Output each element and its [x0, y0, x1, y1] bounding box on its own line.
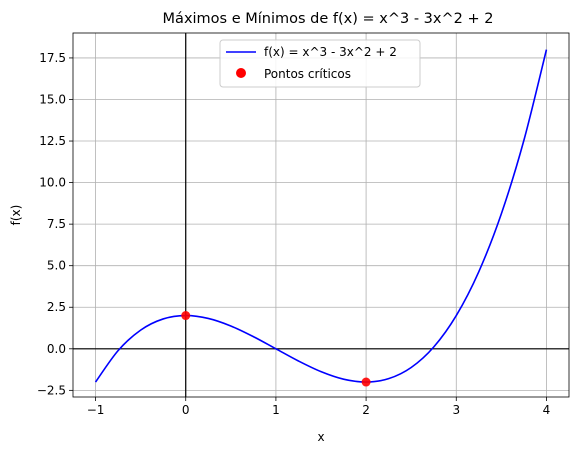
x-tick-label: 3 [452, 403, 460, 417]
legend-label-critical-points: Pontos críticos [264, 67, 351, 81]
y-tick-label: 12.5 [39, 134, 66, 148]
critical-point [181, 311, 191, 321]
y-tick-label: 5.0 [47, 259, 66, 273]
x-axis: −1 0 1 2 3 4 [87, 397, 551, 417]
grid [73, 33, 569, 397]
legend-marker-swatch [236, 68, 246, 78]
x-axis-label: x [317, 430, 324, 444]
y-tick-label: −2.5 [37, 383, 66, 397]
plot-area [94, 49, 548, 387]
x-tick-label: 1 [272, 403, 280, 417]
y-tick-label: 15.0 [39, 92, 66, 106]
y-tick-label: 10.0 [39, 176, 66, 190]
function-curve [94, 49, 548, 383]
y-tick-label: 0.0 [47, 342, 66, 356]
y-tick-label: 7.5 [47, 217, 66, 231]
y-axis: −2.5 0.0 2.5 5.0 7.5 10.0 12.5 15.0 17.5 [37, 51, 73, 397]
x-tick-label: 4 [543, 403, 551, 417]
axes-frame [72, 32, 570, 398]
legend-label-curve: f(x) = x^3 - 3x^2 + 2 [264, 45, 397, 59]
y-tick-label: 17.5 [39, 51, 66, 65]
critical-point [361, 377, 371, 387]
y-tick-label: 2.5 [47, 300, 66, 314]
legend-box [219, 39, 421, 88]
legend: f(x) = x^3 - 3x^2 + 2 Pontos críticos [219, 39, 421, 88]
x-tick-label: −1 [87, 403, 105, 417]
y-axis-label: f(x) [9, 205, 23, 226]
reference-lines [73, 33, 569, 397]
chart-title: Máximos e Mínimos de f(x) = x^3 - 3x^2 +… [163, 11, 494, 27]
x-tick-label: 2 [362, 403, 370, 417]
x-tick-label: 0 [182, 403, 190, 417]
